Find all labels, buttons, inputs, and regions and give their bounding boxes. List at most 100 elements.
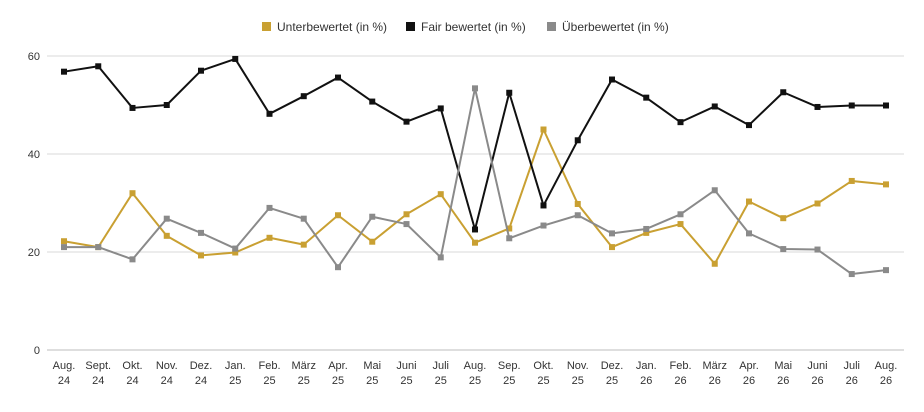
x-tick-label-year: 25: [366, 375, 378, 387]
x-tick-label-month: Mai: [774, 360, 792, 372]
x-tick-label-month: Dez.: [190, 360, 213, 372]
data-point: [403, 211, 410, 218]
data-point: [848, 102, 855, 109]
data-point: [163, 102, 170, 108]
y-tick-label: 60: [28, 51, 40, 63]
series-line: [64, 87, 887, 276]
x-tick-label-year: 25: [400, 375, 412, 387]
data-point: [677, 211, 684, 218]
x-tick-label-year: 26: [640, 375, 652, 387]
x-tick-label-month: Aug.: [875, 360, 898, 372]
legend-item[interactable]: Überbewertet (in %): [547, 20, 669, 34]
data-point: [437, 105, 444, 112]
x-tick-label-month: März: [292, 360, 316, 372]
data-point: [61, 68, 67, 75]
legend-label: Überbewertet (in %): [562, 20, 669, 34]
data-point: [609, 230, 615, 237]
x-tick-label-month: Dez.: [601, 360, 624, 372]
data-point: [266, 234, 273, 241]
data-point: [574, 137, 581, 144]
x-tick-label-month: Juli: [432, 360, 449, 372]
data-point: [506, 225, 513, 232]
x-tick-label-month: Nov.: [156, 360, 178, 372]
data-point: [403, 118, 410, 125]
data-point: [780, 215, 787, 222]
data-point: [574, 200, 581, 207]
legend[interactable]: Unterbewertet (in %) Fair bewertet (in %)…: [262, 20, 669, 34]
x-tick-label-year: 25: [298, 375, 310, 387]
x-tick-label-year: 24: [195, 375, 207, 387]
data-point: [883, 102, 889, 109]
data-point: [506, 235, 513, 242]
data-point: [95, 244, 102, 251]
data-point: [437, 191, 444, 198]
legend-swatch: [547, 22, 556, 31]
series-1: [61, 126, 889, 267]
x-tick-label-year: 26: [777, 375, 789, 387]
x-tick-label-month: Mai: [363, 360, 381, 372]
data-point: [369, 98, 376, 105]
x-tick-label-month: Sept.: [85, 360, 111, 372]
data-point: [232, 55, 239, 62]
data-point: [609, 244, 615, 251]
data-point: [163, 215, 170, 222]
data-point: [369, 238, 376, 245]
data-point: [335, 264, 341, 271]
data-point: [472, 85, 478, 92]
data-point: [198, 67, 204, 74]
series-3: [61, 85, 889, 278]
data-point: [780, 89, 787, 96]
data-point: [129, 256, 136, 263]
data-point: [883, 181, 889, 188]
x-tick-label-year: 25: [435, 375, 447, 387]
x-tick-label-month: Jan.: [225, 360, 246, 372]
data-point: [232, 249, 239, 256]
data-point: [643, 229, 650, 236]
x-tick-label-year: 25: [503, 375, 515, 387]
x-tick-label-month: Apr.: [739, 360, 759, 372]
data-point: [129, 190, 136, 197]
data-point: [540, 126, 547, 133]
legend-item[interactable]: Fair bewertet (in %): [406, 20, 526, 34]
legend-swatch: [406, 22, 415, 31]
x-tick-label-year: 26: [674, 375, 686, 387]
data-point: [95, 63, 102, 70]
data-point: [540, 222, 547, 229]
data-point: [848, 177, 855, 184]
series-2: [61, 55, 889, 233]
data-point: [574, 212, 581, 219]
x-tick-label-year: 25: [469, 375, 481, 387]
legend-item[interactable]: Unterbewertet (in %): [262, 20, 387, 34]
x-tick-label-month: Sep.: [498, 360, 521, 372]
x-tick-label-year: 25: [332, 375, 344, 387]
x-tick-label-year: 24: [161, 375, 173, 387]
data-point: [540, 202, 547, 209]
x-tick-label-month: Aug.: [464, 360, 487, 372]
x-axis: Aug. 24 Sept. 24 Okt. 24 Nov. 24 Dez. 24 Jan. 25 Feb…: [53, 360, 898, 387]
data-point: [163, 232, 170, 239]
data-point: [437, 254, 444, 261]
x-tick-label-month: Juni: [807, 360, 827, 372]
data-point: [369, 213, 376, 220]
data-point: [61, 238, 67, 245]
data-point: [643, 225, 650, 232]
data-point: [335, 212, 341, 219]
data-point: [129, 104, 136, 111]
data-point: [814, 200, 821, 207]
data-point: [300, 93, 307, 100]
y-tick-label: 40: [28, 149, 40, 161]
data-point: [677, 119, 684, 126]
data-point: [746, 122, 752, 129]
x-tick-label-year: 26: [880, 375, 892, 387]
series-line: [63, 57, 886, 231]
x-tick-label-year: 25: [229, 375, 241, 387]
y-tick-label: 20: [28, 247, 40, 259]
y-tick-label: 0: [34, 345, 40, 357]
x-tick-label-month: Juli: [843, 360, 860, 372]
x-tick-label-month: Feb.: [669, 360, 691, 372]
legend-swatch: [262, 22, 271, 31]
x-tick-label-year: 24: [92, 375, 104, 387]
data-point: [711, 187, 718, 194]
